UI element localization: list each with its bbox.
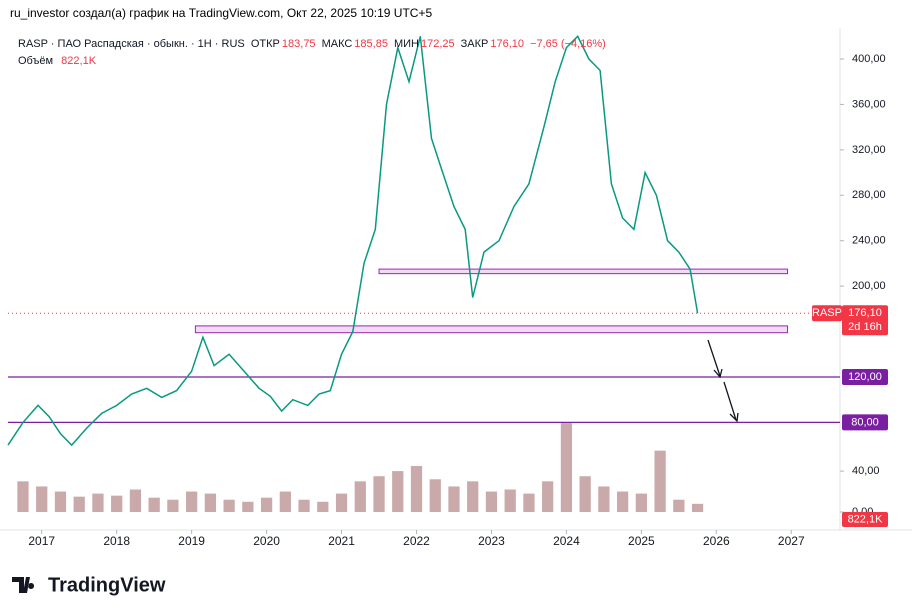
volume-bar (279, 491, 291, 512)
field-value: 185,85 (354, 38, 388, 50)
level-tag (842, 414, 888, 431)
x-tick-label: 2017 (28, 534, 55, 548)
y-tick-label: 400,00 (852, 53, 886, 65)
zone (194, 325, 789, 334)
price-line (7, 35, 699, 447)
x-tick-label: 2026 (703, 534, 730, 548)
y-tick-label: 240,00 (852, 235, 886, 247)
legend: RASP · ПАО Распадская · обыкн. · 1Н · RU… (18, 36, 612, 70)
x-tick-label: 2019 (178, 534, 205, 548)
logo-icon (12, 577, 35, 593)
field-value: 183,75 (281, 38, 316, 50)
brand: TradingView (48, 574, 166, 596)
plot: 2017 2018 2019 2020 2021 2022 2023 2024 2025 2026… (7, 35, 888, 548)
field-name: МАКС (321, 38, 353, 50)
last-name-tag (812, 305, 842, 322)
volume-bar (167, 499, 179, 512)
volume-bar (485, 491, 498, 512)
x-tick-label: 2023 (478, 534, 505, 548)
x-tick-label: 2020 (253, 534, 280, 548)
volume-bar (317, 501, 329, 512)
level-label: 120,00 (848, 371, 882, 383)
level-tag (842, 368, 888, 385)
volume-bar (36, 486, 48, 512)
volume-bar (54, 491, 67, 512)
volume-value: 822,1K (61, 55, 97, 67)
volume-bar (673, 499, 685, 512)
volume-bar (579, 476, 591, 512)
x-tick-label: 2021 (328, 534, 355, 548)
volume-bar (298, 499, 310, 512)
volume-bar (186, 491, 198, 512)
field-name: ЗАКР (460, 38, 489, 50)
y-tick-label: 320,00 (852, 144, 886, 156)
y-tick-label: 360,00 (852, 98, 886, 110)
last-name: RASP (812, 307, 842, 319)
volume-name: Объём (18, 55, 54, 67)
volume-bar (410, 466, 423, 512)
volume-bar (354, 481, 366, 512)
volume-bar (635, 493, 647, 512)
volume-bar (260, 497, 273, 512)
volume-bar (429, 479, 441, 512)
arrow (707, 339, 739, 423)
header: ru_investor создал(а) график на TradingV… (10, 6, 432, 20)
level-label: 80,00 (851, 416, 879, 428)
volume-tag (842, 512, 888, 527)
field-value: 176,10 (490, 38, 525, 50)
volume-bar (560, 423, 573, 512)
volume-bar (617, 491, 629, 512)
field-name: ОТКР (250, 38, 280, 50)
volume-tag-label: 822,1K (848, 513, 884, 525)
zone (378, 268, 789, 275)
volume-bar (373, 476, 385, 512)
field-value: 172,25 (420, 38, 455, 50)
x-tick-label: 2025 (628, 534, 655, 548)
volume-bar (654, 450, 666, 512)
volume-bar (204, 493, 216, 512)
y-tick-label: 200,00 (852, 280, 886, 292)
last-price-label: 176,10 (848, 307, 882, 319)
volume-bar (17, 481, 29, 512)
x-tick-label: 2027 (778, 534, 805, 548)
volume-bar (73, 496, 85, 512)
volume-bar (335, 493, 348, 512)
field-name: МИН (393, 38, 419, 50)
x-tick-label: 2018 (103, 534, 130, 548)
countdown: 2d 16h (848, 321, 882, 333)
volume-bar (111, 495, 123, 512)
change: −7,65 (−4,16%) (530, 38, 606, 50)
volume-bar (504, 489, 516, 512)
y-tick-label: 280,00 (852, 189, 886, 201)
volume-bar (598, 486, 610, 512)
volume-bar (448, 486, 460, 512)
volume-bar (542, 481, 554, 512)
x-tick-label: 2024 (553, 534, 580, 548)
symbol: RASP · ПАО Распадская · обыкн. · 1Н · RU… (18, 38, 245, 50)
volume-bar (242, 501, 254, 512)
volume-bar (92, 493, 104, 512)
volume-bar (129, 489, 142, 512)
volume-bar (467, 481, 479, 512)
volume-bar (392, 471, 404, 512)
y2-tick-label: 40,00 (852, 465, 880, 477)
volume-bar (148, 497, 160, 512)
volume-bar (691, 503, 704, 512)
last-price-tag (842, 305, 888, 336)
volume-bar (523, 493, 535, 512)
x-tick-label: 2022 (403, 534, 430, 548)
volume-bar (223, 499, 235, 512)
